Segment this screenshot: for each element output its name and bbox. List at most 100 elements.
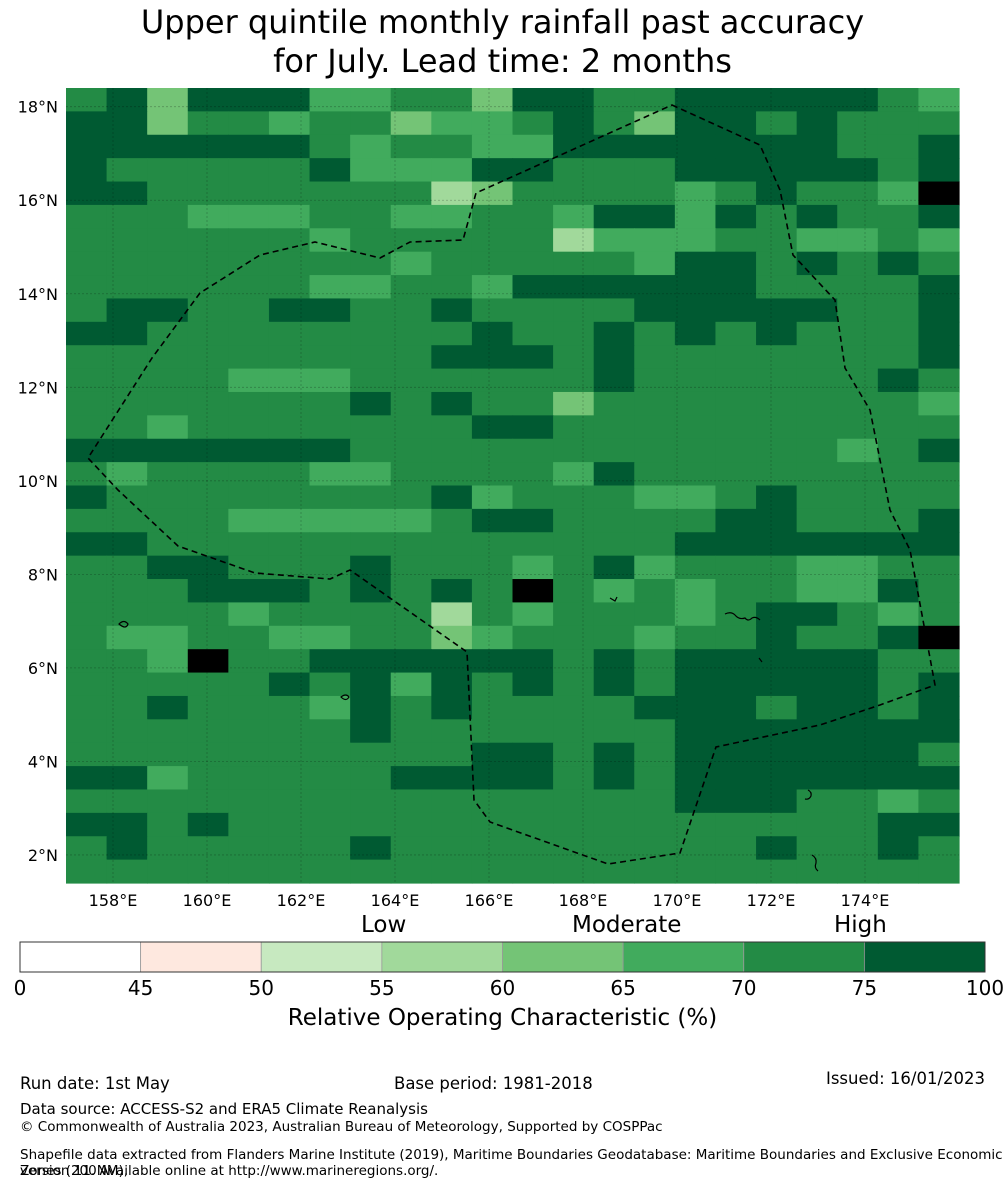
grid-cell: [350, 368, 392, 393]
grid-cell: [268, 275, 311, 300]
grid-cell: [309, 555, 351, 580]
grid-cell: [309, 719, 351, 744]
grid-cell: [553, 742, 595, 767]
grid-cell: [309, 742, 351, 767]
grid-cell: [66, 555, 108, 580]
grid-cell: [593, 88, 635, 112]
grid-cell: [877, 836, 920, 861]
grid-cell: [147, 134, 189, 159]
grid-cell: [593, 579, 635, 604]
grid-cell: [228, 649, 270, 674]
grid-cell: [634, 859, 676, 884]
grid-cell: [877, 345, 920, 370]
colorbar-swatch: [863, 941, 986, 973]
grid-cell: [390, 298, 432, 323]
grid-cell: [268, 812, 311, 837]
grid-cell: [593, 532, 635, 557]
grid-cell: [187, 555, 229, 580]
grid-cell: [512, 812, 554, 837]
grid-cell: [796, 298, 838, 323]
grid-cell: [918, 836, 960, 861]
grid-cell: [837, 321, 879, 346]
grid-cell: [268, 228, 311, 253]
shapefile-credit-line-1: Shapefile data extracted from Flanders M…: [20, 1147, 1003, 1179]
grid-cell: [553, 111, 595, 136]
grid-cell: [796, 415, 838, 440]
grid-cell: [634, 204, 676, 229]
grid-cell: [147, 368, 189, 393]
grid-cell: [512, 836, 554, 861]
grid-cell: [837, 391, 879, 416]
grid-cell: [715, 345, 757, 370]
grid-cell: [228, 251, 270, 276]
grid-cell: [512, 555, 554, 580]
grid-cell: [66, 438, 108, 463]
grid-cell: [228, 508, 270, 533]
grid-cell: [553, 415, 595, 440]
grid-cell: [471, 462, 514, 487]
grid-cell: [309, 415, 351, 440]
grid-cell: [553, 158, 595, 183]
grid-cell: [756, 672, 798, 697]
grid-cell: [147, 228, 189, 253]
grid-cell: [756, 532, 798, 557]
grid-cell: [268, 602, 311, 627]
grid-cell: [147, 251, 189, 276]
grid-cell: [147, 345, 189, 370]
grid-cell: [634, 812, 676, 837]
longitude-tick-label: 164°E: [371, 891, 420, 910]
grid-cell: [512, 579, 554, 604]
grid-cell: [593, 462, 635, 487]
grid-cell: [918, 859, 960, 884]
grid-cell: [553, 602, 595, 627]
grid-cell: [837, 158, 879, 183]
grid-cell: [268, 766, 311, 791]
grid-cell: [66, 134, 108, 159]
grid-cell: [228, 719, 270, 744]
grid-cell: [147, 812, 189, 837]
grid-cell: [228, 275, 270, 300]
grid-cell: [106, 415, 148, 440]
grid-cell: [553, 508, 595, 533]
island-outline: [118, 620, 129, 628]
grid-cell: [837, 859, 879, 884]
grid-cell: [674, 508, 717, 533]
grid-cell: [715, 391, 757, 416]
grid-cell: [512, 391, 554, 416]
grid-cell: [796, 859, 838, 884]
grid-cell: [512, 251, 554, 276]
grid-cell: [431, 181, 473, 206]
grid-cell: [756, 368, 798, 393]
grid-cell: [309, 789, 351, 814]
colorbar-outline: [19, 941, 986, 973]
grid-cell: [431, 508, 473, 533]
grid-cell: [187, 812, 229, 837]
grid-cell: [512, 695, 554, 720]
grid-cell: [715, 134, 757, 159]
grid-cell: [309, 321, 351, 346]
grid-cell: [471, 602, 514, 627]
latitude-tick-label: 6°N: [28, 659, 58, 678]
grid-cell: [187, 438, 229, 463]
grid-cell: [756, 158, 798, 183]
grid-cell: [918, 158, 960, 183]
grid-cell: [877, 812, 920, 837]
grid-cell: [512, 204, 554, 229]
colorbar-tick-label: 50: [248, 976, 274, 1000]
grid-cell: [187, 579, 229, 604]
grid-cell: [715, 742, 757, 767]
grid-cell: [268, 88, 311, 112]
grid-cell: [431, 251, 473, 276]
grid-cell: [147, 695, 189, 720]
grid-cell: [471, 251, 514, 276]
grid-cell: [309, 134, 351, 159]
grid-cell: [309, 836, 351, 861]
grid-cell: [796, 555, 838, 580]
grid-cell: [553, 485, 595, 510]
grid-cell: [350, 555, 392, 580]
grid-cell: [634, 134, 676, 159]
grid-cell: [471, 789, 514, 814]
grid-cell: [715, 625, 757, 650]
grid-cell: [106, 391, 148, 416]
latitude-tick-label: 8°N: [28, 565, 58, 584]
